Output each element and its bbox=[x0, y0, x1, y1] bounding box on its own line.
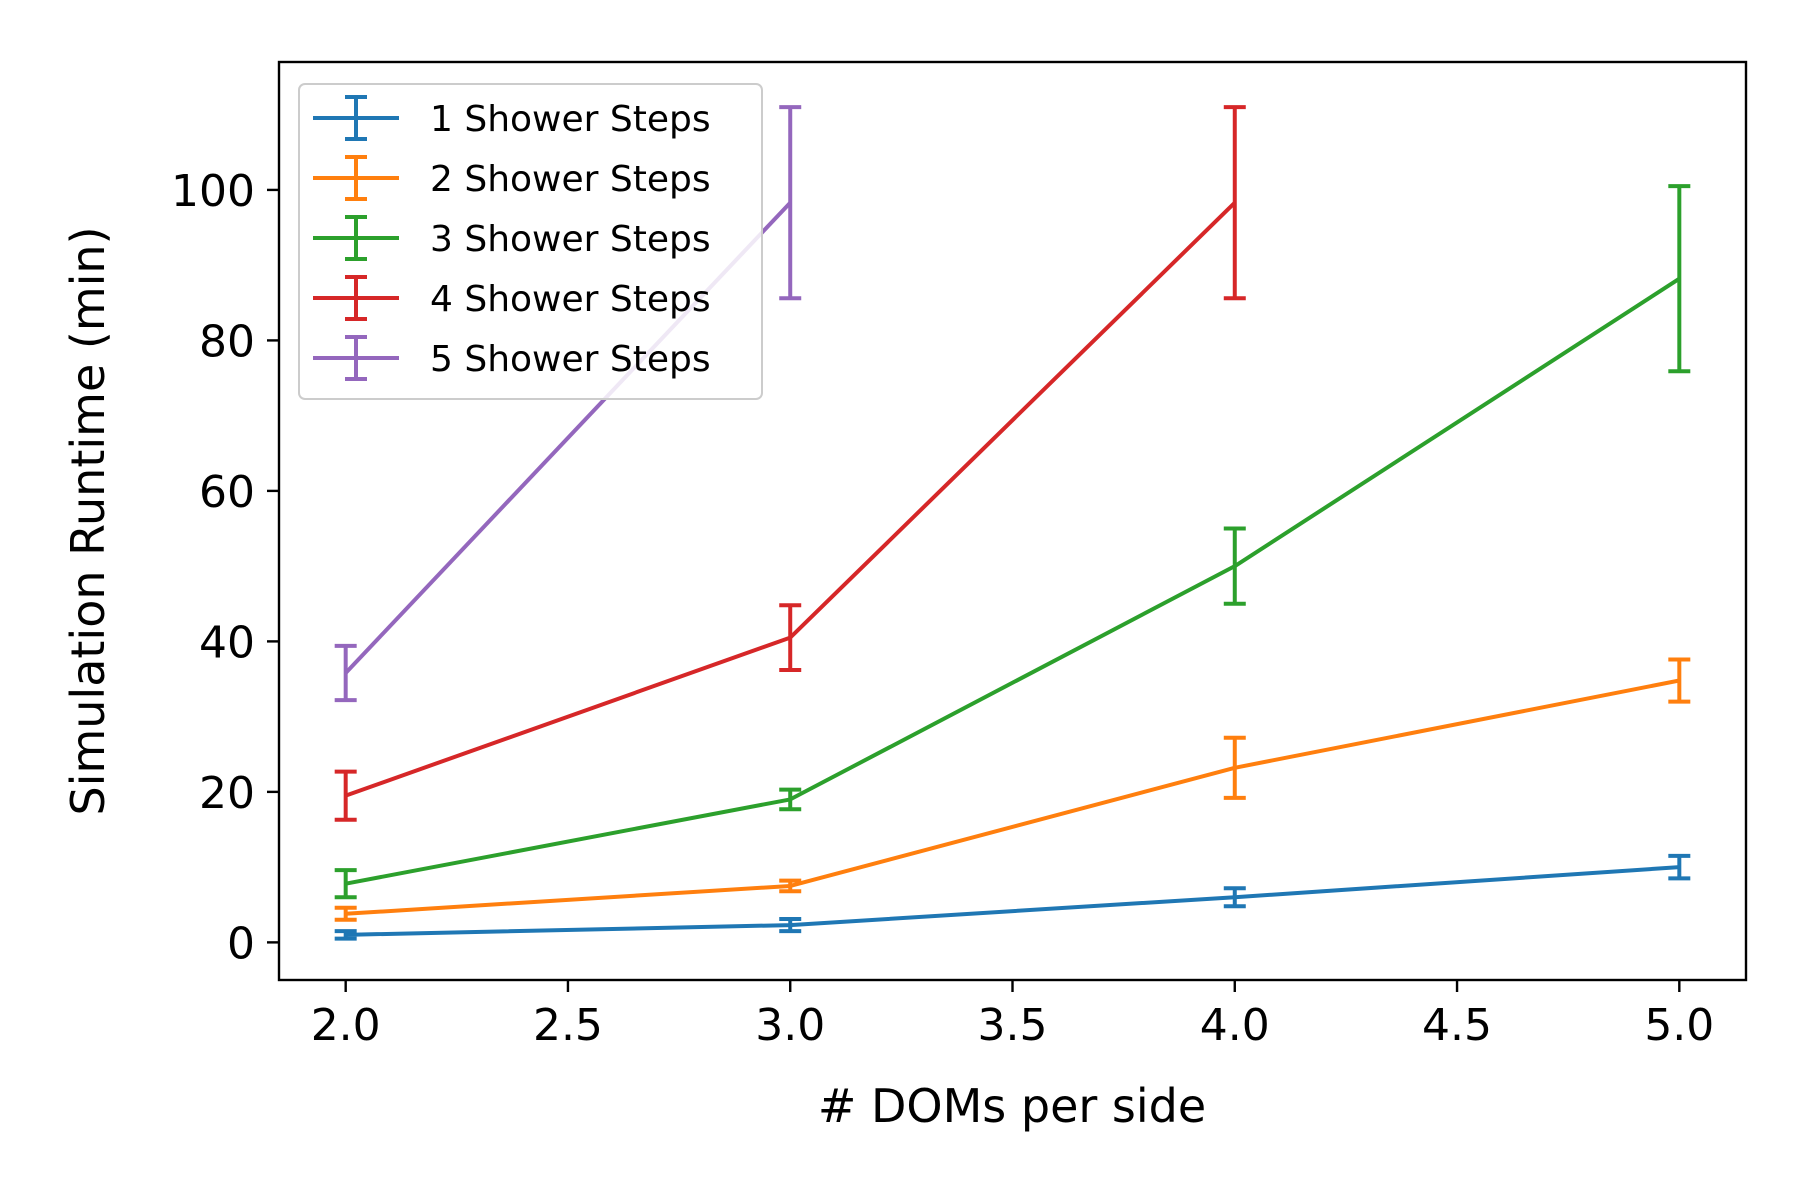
x-tick-label: 3.0 bbox=[755, 1000, 825, 1051]
error-bar bbox=[779, 917, 802, 934]
x-tick-label: 5.0 bbox=[1644, 1000, 1714, 1051]
legend-item: 5 Shower Steps bbox=[313, 335, 711, 381]
legend-label: 2 Shower Steps bbox=[430, 159, 711, 200]
legend-item: 2 Shower Steps bbox=[313, 155, 711, 201]
series-2 bbox=[334, 657, 1691, 922]
series-line bbox=[345, 277, 1681, 886]
error-bar bbox=[779, 105, 802, 301]
x-tick-label: 4.5 bbox=[1422, 1000, 1492, 1051]
legend-item: 4 Shower Steps bbox=[313, 275, 711, 321]
x-axis: 2.0 2.5 3.0 3.5 4.0 4.5 5.0 bbox=[311, 980, 1714, 1051]
error-bar bbox=[334, 905, 357, 922]
legend-item: 1 Shower Steps bbox=[313, 95, 711, 141]
series-line bbox=[345, 865, 1680, 937]
y-tick-label: 0 bbox=[227, 918, 255, 969]
legend-label: 1 Shower Steps bbox=[430, 99, 711, 140]
y-axis-label: Simulation Runtime (min) bbox=[61, 226, 115, 815]
error-bar bbox=[1668, 657, 1691, 704]
y-tick-label: 20 bbox=[199, 768, 255, 819]
x-tick-label: 4.0 bbox=[1200, 1000, 1270, 1051]
error-bar bbox=[334, 643, 357, 703]
legend-box bbox=[298, 83, 763, 400]
x-tick-label: 2.5 bbox=[533, 1000, 603, 1051]
legend-label: 4 Shower Steps bbox=[430, 279, 711, 320]
y-tick-label: 40 bbox=[199, 617, 255, 668]
error-bar bbox=[779, 878, 802, 894]
error-bar bbox=[1223, 526, 1246, 606]
error-bar bbox=[1223, 105, 1246, 301]
x-tick-label: 3.5 bbox=[978, 1000, 1048, 1051]
error-bar bbox=[334, 769, 357, 822]
x-axis-label: # DOMs per side bbox=[818, 1079, 1206, 1133]
series-line bbox=[345, 678, 1680, 916]
series-4 bbox=[334, 105, 1246, 822]
legend-item: 3 Shower Steps bbox=[313, 215, 711, 261]
legend-label: 3 Shower Steps bbox=[430, 219, 711, 260]
error-bar bbox=[1223, 886, 1246, 909]
error-bar bbox=[1223, 735, 1246, 800]
series-1 bbox=[334, 853, 1691, 941]
y-tick-label: 60 bbox=[199, 467, 255, 518]
y-tick-label: 80 bbox=[199, 316, 255, 367]
error-bar bbox=[779, 787, 802, 812]
series-3 bbox=[334, 184, 1691, 900]
error-bar bbox=[334, 868, 357, 900]
error-bar bbox=[1668, 184, 1691, 374]
error-bar bbox=[1668, 853, 1691, 881]
legend-label: 5 Shower Steps bbox=[430, 339, 711, 380]
error-bar bbox=[779, 603, 802, 672]
legend: 1 Shower Steps 2 Shower Steps 3 Shower Ste… bbox=[298, 83, 763, 400]
y-tick-label: 100 bbox=[171, 166, 255, 217]
y-axis: 0 20 40 60 80 100 bbox=[171, 166, 279, 969]
error-bar bbox=[334, 929, 357, 941]
x-tick-label: 2.0 bbox=[311, 1000, 381, 1051]
series-layer bbox=[334, 105, 1691, 941]
